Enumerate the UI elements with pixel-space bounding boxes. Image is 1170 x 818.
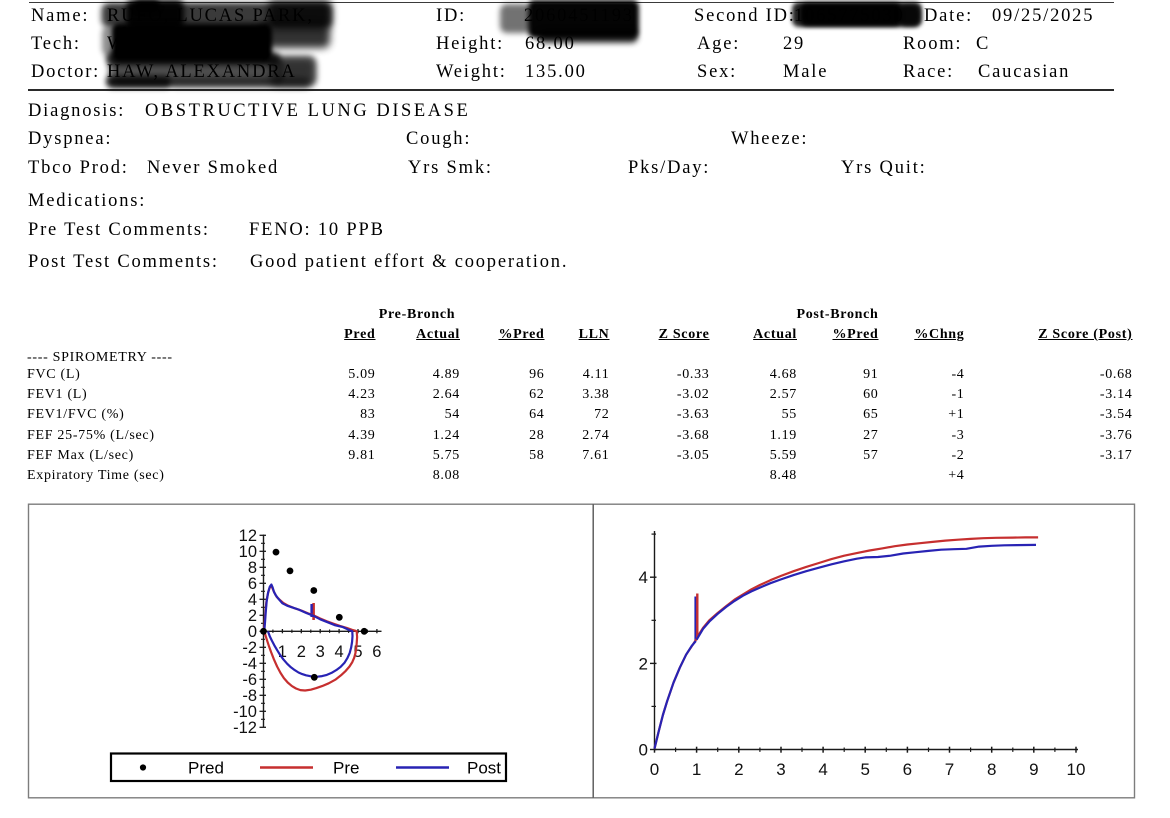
svg-text:9: 9	[1029, 760, 1038, 779]
svg-text:-2: -2	[242, 639, 257, 657]
svg-text:Post: Post	[467, 759, 501, 778]
svg-text:2: 2	[297, 643, 306, 661]
svg-text:7: 7	[945, 760, 954, 779]
svg-text:0: 0	[650, 760, 659, 779]
svg-text:2: 2	[639, 654, 648, 673]
svg-text:-6: -6	[242, 671, 257, 689]
svg-text:0: 0	[248, 623, 257, 641]
svg-text:0: 0	[639, 741, 648, 760]
svg-text:5: 5	[860, 760, 869, 779]
svg-text:4: 4	[639, 568, 648, 587]
svg-text:3: 3	[316, 643, 325, 661]
svg-text:-4: -4	[242, 655, 257, 673]
svg-text:6: 6	[372, 643, 381, 661]
svg-text:Pre: Pre	[333, 759, 359, 778]
svg-text:8: 8	[987, 760, 996, 779]
svg-text:1: 1	[278, 643, 287, 661]
svg-text:-12: -12	[233, 719, 257, 737]
svg-text:Pred: Pred	[188, 759, 224, 778]
svg-text:10: 10	[1067, 760, 1086, 779]
svg-text:6: 6	[903, 760, 912, 779]
svg-text:4: 4	[818, 760, 827, 779]
svg-text:-8: -8	[242, 687, 257, 705]
svg-text:2: 2	[248, 607, 257, 625]
svg-text:2: 2	[734, 760, 743, 779]
svg-text:4: 4	[248, 591, 257, 609]
svg-text:5: 5	[353, 643, 362, 661]
svg-text:6: 6	[248, 575, 257, 593]
svg-text:1: 1	[692, 760, 701, 779]
svg-text:10: 10	[239, 543, 257, 561]
svg-text:-10: -10	[233, 703, 257, 721]
svg-text:12: 12	[239, 527, 257, 545]
svg-text:8: 8	[248, 559, 257, 577]
svg-text:3: 3	[776, 760, 785, 779]
svg-text:4: 4	[335, 643, 344, 661]
